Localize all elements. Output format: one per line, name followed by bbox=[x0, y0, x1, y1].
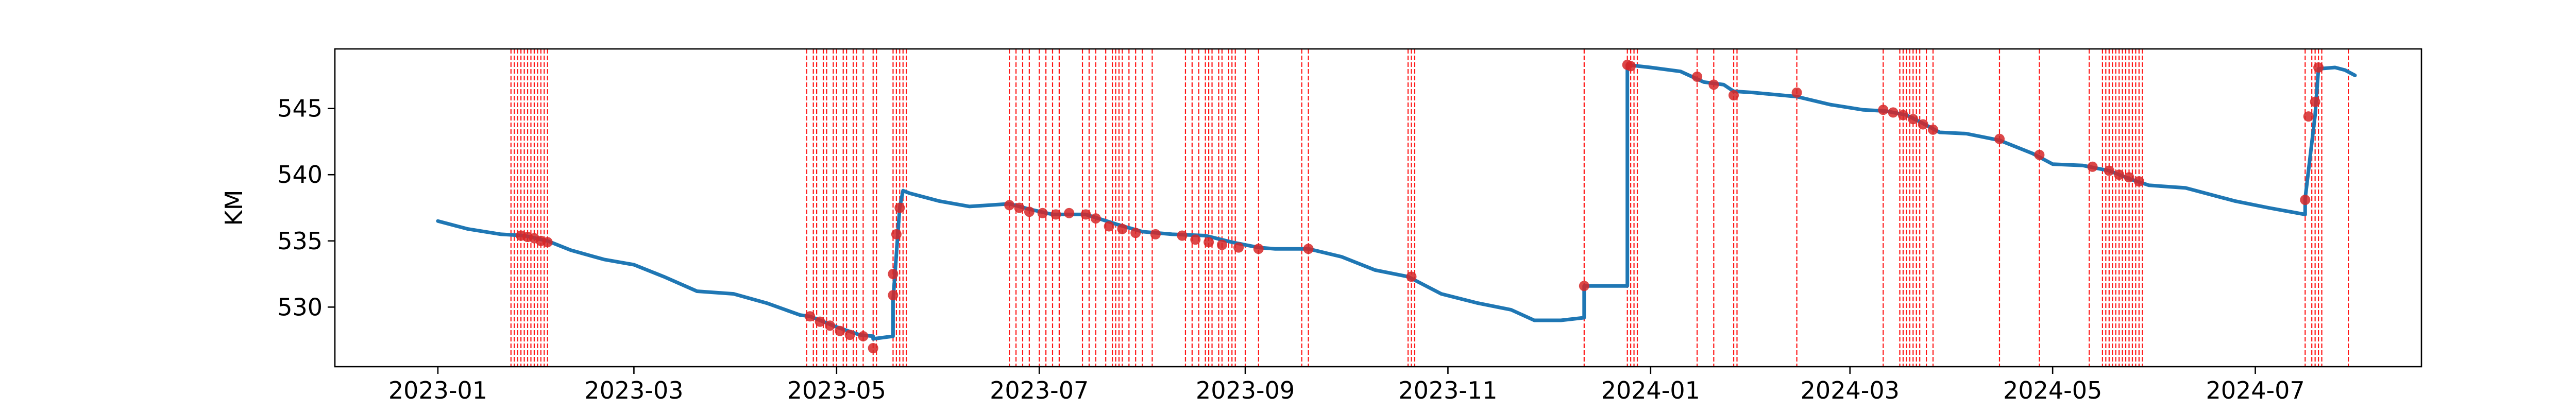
event-marker bbox=[1037, 208, 1048, 218]
event-marker bbox=[2124, 172, 2134, 183]
event-marker bbox=[1579, 281, 1589, 291]
event-marker bbox=[1708, 79, 1719, 90]
marker-layer bbox=[516, 59, 2324, 353]
event-marker bbox=[2300, 195, 2311, 205]
event-marker bbox=[1233, 242, 1244, 253]
y-tick-label: 540 bbox=[277, 161, 323, 188]
event-marker bbox=[1928, 124, 1938, 135]
x-tick-label: 2024-05 bbox=[2003, 376, 2102, 404]
event-marker bbox=[805, 311, 816, 322]
event-marker bbox=[2310, 96, 2320, 107]
event-marker bbox=[2133, 176, 2144, 187]
event-marker bbox=[1728, 90, 1739, 100]
event-marker bbox=[2034, 149, 2045, 160]
event-vlines bbox=[510, 49, 2349, 367]
x-tick-label: 2023-09 bbox=[1196, 376, 1295, 404]
event-marker bbox=[1216, 239, 1227, 250]
event-marker bbox=[2114, 169, 2125, 180]
event-marker bbox=[2087, 161, 2098, 172]
x-tick-label: 2023-05 bbox=[787, 376, 886, 404]
event-marker bbox=[1878, 105, 1889, 115]
event-marker bbox=[844, 330, 855, 340]
event-marker bbox=[888, 269, 899, 279]
event-marker bbox=[1692, 72, 1703, 82]
event-marker bbox=[1994, 133, 2005, 144]
x-tick-label: 2023-03 bbox=[584, 376, 683, 404]
event-marker bbox=[1190, 234, 1201, 245]
x-tick-label: 2023-11 bbox=[1398, 376, 1497, 404]
event-marker bbox=[815, 316, 825, 327]
event-marker bbox=[2104, 165, 2114, 176]
event-marker bbox=[1014, 202, 1025, 213]
event-marker bbox=[891, 229, 902, 239]
event-marker bbox=[1104, 221, 1114, 232]
event-marker bbox=[1090, 213, 1101, 224]
x-tick-label: 2023-01 bbox=[388, 376, 487, 404]
plot-area-frame bbox=[334, 48, 2422, 368]
event-marker bbox=[835, 325, 845, 336]
event-marker bbox=[1253, 244, 1264, 254]
y-tick-label: 535 bbox=[277, 227, 323, 255]
x-tick-label: 2024-01 bbox=[1601, 376, 1700, 404]
event-marker bbox=[1791, 87, 1802, 98]
event-marker bbox=[1024, 207, 1035, 217]
event-marker bbox=[1888, 107, 1899, 118]
event-marker bbox=[1908, 114, 1919, 125]
event-marker bbox=[1897, 110, 1908, 121]
x-tick-label: 2024-03 bbox=[1801, 376, 1900, 404]
event-marker bbox=[894, 202, 905, 213]
event-marker bbox=[1050, 209, 1061, 220]
y-axis: 530 535 540 545 bbox=[277, 95, 335, 321]
event-marker bbox=[1204, 237, 1214, 248]
event-marker bbox=[824, 320, 835, 331]
event-marker bbox=[1004, 200, 1015, 211]
event-marker bbox=[1303, 244, 1314, 254]
event-marker bbox=[868, 343, 878, 353]
event-marker bbox=[1080, 209, 1091, 220]
event-marker bbox=[2303, 111, 2314, 122]
y-tick-label: 530 bbox=[277, 293, 323, 321]
event-marker bbox=[1130, 228, 1141, 238]
event-marker bbox=[888, 290, 899, 301]
event-marker bbox=[542, 237, 553, 248]
x-tick-label: 2024-07 bbox=[2206, 376, 2304, 404]
event-marker bbox=[1064, 208, 1075, 218]
event-marker bbox=[858, 331, 869, 341]
event-marker bbox=[1150, 229, 1161, 239]
event-marker bbox=[1625, 61, 1636, 72]
event-marker bbox=[1918, 119, 1928, 130]
y-axis-label: KM bbox=[220, 190, 248, 226]
event-marker bbox=[2313, 62, 2324, 73]
x-tick-label: 2023-07 bbox=[990, 376, 1089, 404]
y-tick-label: 545 bbox=[277, 95, 323, 123]
event-marker bbox=[1117, 224, 1128, 234]
event-marker bbox=[1406, 271, 1417, 282]
event-marker bbox=[1177, 230, 1188, 241]
x-axis: 2023-01 2023-03 2023-05 2023-07 2023-09 2023-… bbox=[388, 367, 2305, 404]
